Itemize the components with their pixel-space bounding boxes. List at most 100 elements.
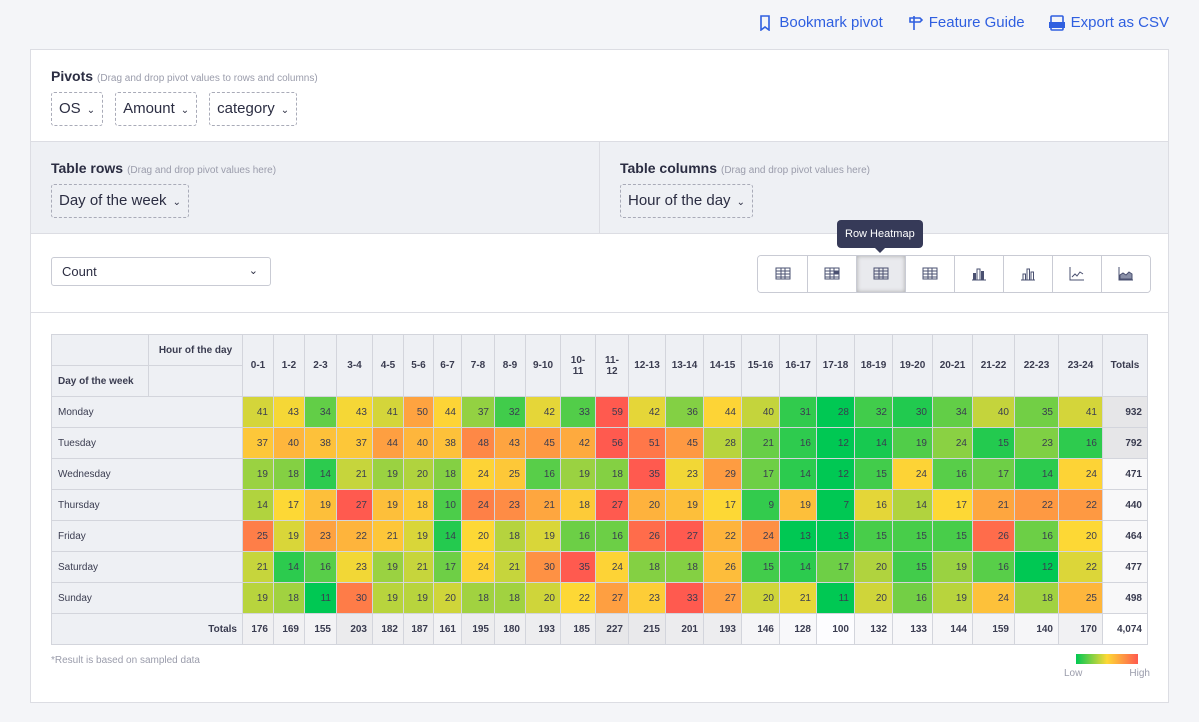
row-chip-day-of-week[interactable]: Day of the week ⌄ [51,184,189,218]
column-chip-hour-of-day[interactable]: Hour of the day ⌄ [620,184,753,218]
chevron-down-icon: ⌄ [248,265,258,277]
heatmap-cell: 16 [892,582,933,614]
heatmap-cell: 22 [560,582,596,614]
heatmap-cell: 25 [494,458,526,490]
column-total: 170 [1058,613,1103,645]
heatmap-cell: 20 [403,458,434,490]
row-label: Wednesday [51,458,243,490]
heatmap-cell: 10 [433,489,462,521]
heatmap-cell: 18 [628,551,666,583]
heatmap-cell: 24 [741,520,780,552]
heatmap-cell: 43 [336,396,373,428]
heatmap-cell: 15 [932,520,973,552]
table-columns-title: Table columns [620,160,717,176]
heatmap-cell: 17 [972,458,1015,490]
view-type-buttons [757,255,1151,293]
table-row: Monday 41 43 34 43 41 50 44 37 32 42 33 59 42 36 44 40 31… [51,396,1148,428]
column-total: 128 [779,613,817,645]
heatmap-cell: 19 [779,489,817,521]
heatmap-cell: 23 [1014,427,1059,459]
export-csv-link[interactable]: Export as CSV [1048,14,1169,31]
heatmap-cell: 24 [461,458,495,490]
chevron-down-icon: ⌄ [280,105,290,116]
view-bar-button[interactable] [1003,256,1052,292]
heatmap-cell: 27 [665,520,704,552]
heatmap-cell: 34 [932,396,973,428]
stacked-bar-icon [972,268,986,281]
heatmap-cell: 22 [1058,551,1103,583]
heatmap-cell: 16 [972,551,1015,583]
bookmark-icon [760,14,771,31]
heatmap-cell: 23 [494,489,526,521]
column-total: 215 [628,613,666,645]
row-label: Saturday [51,551,243,583]
heatmap-cell: 16 [1014,520,1059,552]
heatmap-cell: 44 [703,396,742,428]
heatmap-cell: 21 [741,427,780,459]
pivot-chip-category[interactable]: category ⌄ [209,92,298,126]
heatmap-cell: 15 [854,520,893,552]
heatmap-cell: 16 [1058,427,1103,459]
heatmap-cell: 28 [703,427,742,459]
metric-select[interactable]: Count ⌄ [51,257,271,286]
heatmap-cell: 24 [461,551,495,583]
column-total: 132 [854,613,893,645]
table-row: Sunday 19 18 11 30 19 19 20 18 18 20 22 27 23 33 27 20 21… [51,582,1148,614]
totals-column-header: Totals [1102,334,1148,397]
totals-row: Totals 176 169 155 203 182 187 161 195 180 193 185 2… [51,613,1148,645]
totals-label: Totals [51,613,243,645]
row-label: Friday [51,520,243,552]
column-total: 169 [273,613,305,645]
csv-icon [1048,14,1065,31]
heatmap-cell: 21 [494,551,526,583]
heatmap-cell: 19 [932,551,973,583]
row-total: 464 [1102,520,1148,552]
row-total: 477 [1102,551,1148,583]
pivots-section: Pivots (Drag and drop pivot values to row… [31,50,1168,142]
view-row-heatmap-button[interactable] [856,256,905,292]
heatmap-cell: 14 [779,458,817,490]
heatmap-cell: 43 [494,427,526,459]
heatmap-cell: 26 [703,551,742,583]
heatmap-cell: 23 [665,458,704,490]
heatmap-cell: 48 [461,427,495,459]
table-row: Thursday 14 17 19 27 19 18 10 24 23 21 18 27 20 19 17 9 1… [51,489,1148,521]
heatmap-cell: 23 [304,520,337,552]
chip-label: category [217,100,275,117]
view-col-heatmap-button[interactable] [905,256,954,292]
heatmap-cell: 19 [242,458,274,490]
column-total: 185 [560,613,596,645]
column-header: 23-24 [1058,334,1103,397]
heatmap-legend: Low High [1064,654,1150,679]
heatmap-cell: 18 [665,551,704,583]
pivot-table: Hour of the day 0-1 1-2 2-3 3-4 4-5 5-6 6-7 7-8 8… [51,334,1148,645]
table-rows-zone[interactable]: Table rows (Drag and drop pivot values he… [31,142,599,233]
heatmap-cell: 37 [336,427,373,459]
heatmap-cell: 22 [1014,489,1059,521]
row-field-header: Day of the week [51,365,149,397]
view-table-heatmap-button[interactable] [807,256,856,292]
table-columns-hint: (Drag and drop pivot values here) [720,165,870,176]
pivot-chip-os[interactable]: OS ⌄ [51,92,104,126]
heatmap-cell: 11 [816,582,855,614]
view-stacked-bar-button[interactable] [954,256,1003,292]
feature-guide-link[interactable]: Feature Guide [907,14,1025,31]
column-total: 180 [494,613,526,645]
chip-label: OS [59,100,81,117]
chevron-down-icon: ⌄ [180,105,190,116]
view-table-button[interactable] [758,256,807,292]
view-line-button[interactable] [1052,256,1101,292]
chevron-down-icon: ⌄ [86,105,96,116]
heatmap-cell: 35 [560,551,596,583]
pivot-chip-amount[interactable]: Amount ⌄ [115,92,198,126]
table-icon [775,267,790,280]
bookmark-pivot-link[interactable]: Bookmark pivot [757,14,883,31]
view-area-button[interactable] [1101,256,1150,292]
heatmap-cell: 41 [242,396,274,428]
heatmap-cell: 28 [816,396,855,428]
rows-columns-section: Table rows (Drag and drop pivot values he… [31,142,1168,234]
heatmap-cell: 59 [595,396,629,428]
heatmap-cell: 21 [525,489,561,521]
heatmap-cell: 14 [854,427,893,459]
table-columns-zone[interactable]: Table columns (Drag and drop pivot values… [599,142,1168,233]
